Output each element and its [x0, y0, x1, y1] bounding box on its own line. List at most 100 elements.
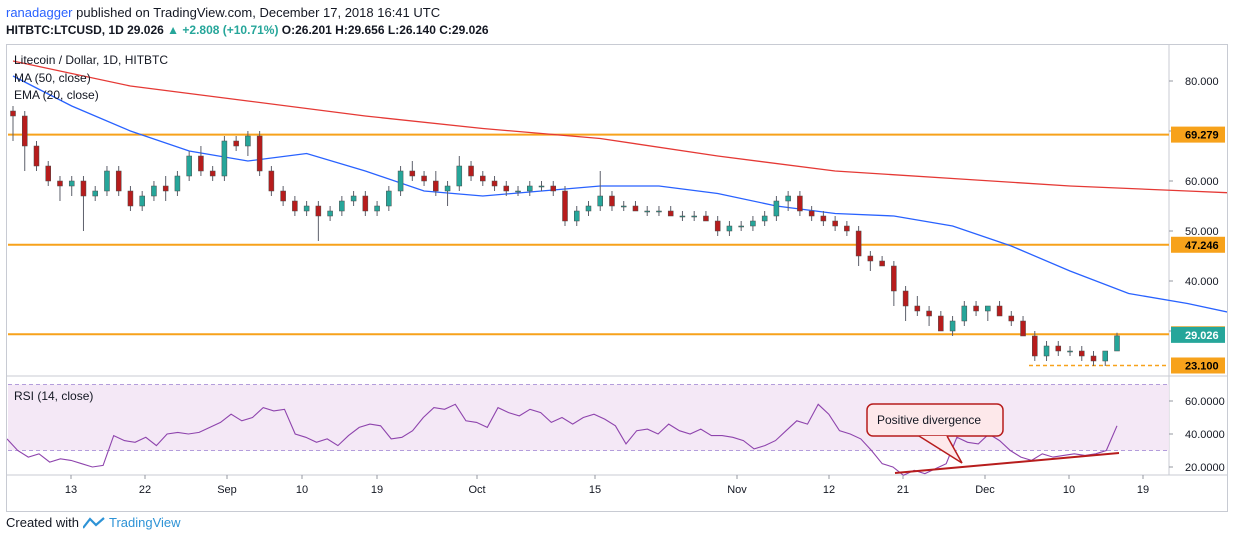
- rsi-tick-label: 20.0000: [1185, 462, 1225, 474]
- candle-body: [1079, 350, 1085, 357]
- candle-body: [10, 110, 16, 117]
- ema20-line: [12, 75, 1234, 315]
- candle-body: [902, 290, 909, 307]
- candle-body: [57, 180, 63, 187]
- candle-body: [644, 210, 650, 213]
- candle-body: [679, 215, 686, 218]
- candle-body: [421, 175, 427, 182]
- candle-body: [632, 205, 639, 212]
- candle-body: [374, 205, 380, 212]
- candle-body: [773, 200, 780, 217]
- candle-body: [996, 305, 1003, 317]
- candle-body: [1067, 350, 1073, 353]
- symbol-line: HITBTC:LTCUSD, 1D 29.026 ▲ +2.808 (+10.7…: [6, 23, 489, 37]
- candle-body: [938, 315, 944, 332]
- candle-body: [1020, 320, 1026, 337]
- candle-body: [1008, 315, 1015, 322]
- candle-body: [480, 175, 486, 182]
- candle-body: [280, 190, 286, 202]
- level-price-label-bg: [1171, 126, 1225, 143]
- ohlc: O:26.201 H:29.656 L:26.140 C:29.026: [281, 23, 489, 37]
- candle-body: [585, 205, 592, 212]
- candle-body: [949, 320, 956, 332]
- ma50-line: [12, 60, 1234, 194]
- candle-body: [139, 195, 145, 207]
- candle-body: [985, 305, 991, 312]
- candle-body: [855, 230, 862, 257]
- price-tick-label: 50.000: [1185, 226, 1219, 238]
- candle-body: [433, 180, 439, 192]
- time-tick-label: 15: [589, 484, 601, 496]
- ma-legend: MA (50, close): [14, 71, 91, 85]
- candle-body: [104, 170, 110, 192]
- last-price-label-bg: [1171, 326, 1225, 343]
- chart-title: Litecoin / Dollar, 1D, HITBTC: [14, 53, 168, 67]
- candle-body: [597, 195, 603, 207]
- candle-body: [867, 255, 874, 262]
- rsi-tick-label: 40.0000: [1185, 429, 1225, 441]
- candle-body: [245, 135, 251, 147]
- time-tick-label: 19: [1137, 484, 1149, 496]
- candle-body: [186, 155, 192, 177]
- candle-body: [703, 215, 709, 222]
- time-tick-label: Dec: [975, 484, 995, 496]
- level-price-label-bg: [1171, 236, 1225, 253]
- candle-body: [515, 190, 521, 193]
- time-tick-label: 21: [897, 484, 909, 496]
- candle-body: [127, 190, 134, 207]
- author-link[interactable]: ranadagger: [6, 5, 73, 20]
- level-price-label: 23.100: [1185, 361, 1219, 373]
- candle-body: [573, 210, 580, 222]
- candle-body: [562, 190, 568, 222]
- candle-body: [503, 185, 510, 192]
- candle-body: [609, 195, 615, 207]
- rsi-tick-label: 60.0000: [1185, 396, 1225, 408]
- candle-body: [550, 185, 557, 192]
- candle-body: [68, 180, 75, 187]
- candle-body: [456, 165, 463, 187]
- time-tick-label: 13: [65, 484, 77, 496]
- price-tick-label: 80.000: [1185, 76, 1219, 88]
- candle-body: [292, 200, 298, 212]
- chart-svg[interactable]: 80.00070.00060.00050.00040.00030.00060.0…: [6, 45, 1234, 511]
- candle-body: [1114, 335, 1120, 352]
- candle-body: [162, 185, 169, 192]
- candle-body: [1090, 355, 1097, 362]
- candle-body: [844, 225, 850, 232]
- candle-body: [397, 170, 404, 192]
- footer: Created with TradingView: [6, 515, 181, 530]
- time-tick-label: 12: [823, 484, 835, 496]
- candle-body: [820, 215, 827, 222]
- candle-body: [1055, 345, 1062, 352]
- annotation-pointer: [918, 435, 963, 464]
- candle-body: [339, 200, 345, 212]
- candle-body: [151, 185, 157, 197]
- price-tick-label: 60.000: [1185, 176, 1219, 188]
- candle-body: [538, 185, 545, 188]
- time-tick-label: Oct: [468, 484, 485, 496]
- time-tick-label: 22: [139, 484, 151, 496]
- last-price-label: 29.026: [1185, 330, 1219, 342]
- rsi-legend: RSI (14, close): [14, 389, 93, 403]
- candle-body: [256, 135, 263, 172]
- candle-body: [891, 265, 897, 292]
- candle-body: [209, 170, 216, 177]
- chart-frame: 80.00070.00060.00050.00040.00030.00060.0…: [6, 44, 1234, 512]
- last-price: 29.026: [127, 23, 164, 37]
- candle-body: [750, 220, 756, 227]
- candle-body: [797, 195, 803, 212]
- candle-body: [914, 305, 921, 312]
- candle-body: [362, 195, 369, 212]
- candle-body: [738, 225, 744, 228]
- candle-body: [832, 220, 838, 227]
- candle-body: [726, 225, 733, 232]
- candle-body: [620, 205, 627, 208]
- time-tick-label: 10: [1063, 484, 1075, 496]
- tradingview-brand[interactable]: TradingView: [108, 515, 181, 530]
- price-change: ▲ +2.808 (+10.71%): [167, 23, 279, 37]
- candle-body: [926, 310, 932, 317]
- candle-body: [1102, 350, 1109, 362]
- candle-body: [33, 145, 40, 167]
- created-with-text: Created with: [6, 515, 79, 530]
- candle-body: [691, 215, 697, 218]
